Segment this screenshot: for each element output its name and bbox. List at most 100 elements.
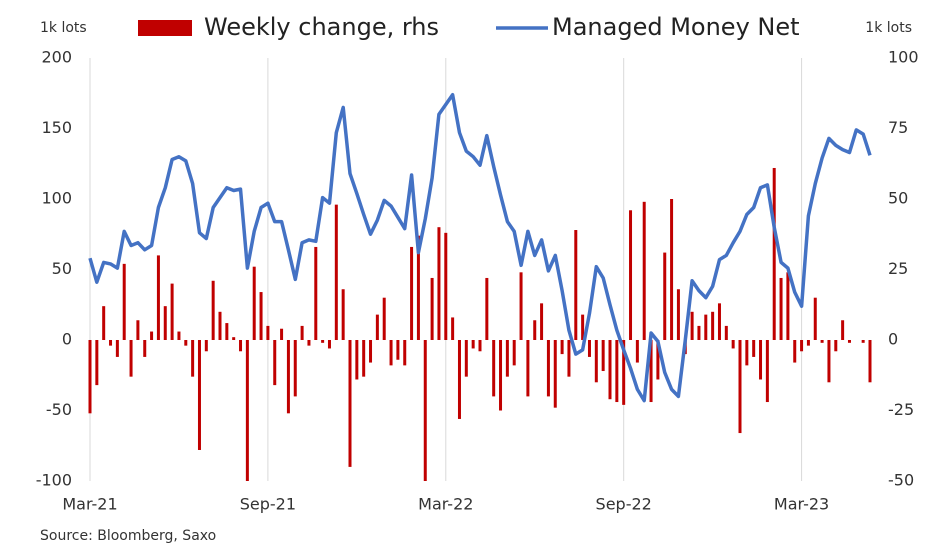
- bar: [670, 199, 674, 340]
- bar: [403, 340, 407, 366]
- bar: [594, 340, 598, 383]
- bar: [109, 340, 113, 346]
- bar: [266, 325, 270, 340]
- bar: [355, 340, 359, 380]
- bar: [163, 306, 167, 340]
- bar: [239, 340, 243, 352]
- bar: [724, 325, 728, 340]
- bar: [574, 230, 578, 340]
- y2-tick-label: 75: [888, 118, 908, 137]
- bar: [649, 340, 653, 403]
- bar: [601, 340, 605, 372]
- bar: [471, 340, 475, 349]
- x-tick-label: Mar-22: [418, 495, 473, 514]
- bar: [629, 210, 633, 340]
- bar: [793, 340, 797, 363]
- bar: [177, 331, 181, 340]
- bar: [430, 277, 434, 340]
- bar: [779, 277, 783, 340]
- legend-label: Managed Money Net: [552, 13, 800, 41]
- bar: [375, 314, 379, 340]
- bar: [533, 320, 537, 340]
- bar: [676, 289, 680, 340]
- bar: [526, 340, 530, 397]
- bar: [334, 204, 338, 340]
- bar: [622, 340, 626, 405]
- bar: [717, 303, 721, 340]
- y-tick-label: -50: [46, 400, 72, 419]
- bar: [293, 340, 297, 397]
- bar: [587, 340, 591, 357]
- y2-tick-label: -25: [888, 400, 914, 419]
- legend-label: Weekly change, rhs: [204, 13, 439, 41]
- legend-swatch: [138, 20, 192, 36]
- source: Source: Bloomberg, Saxo: [40, 528, 216, 544]
- bar: [697, 325, 701, 340]
- y-tick-label: 200: [41, 48, 72, 67]
- y2-tick-label: 50: [888, 189, 908, 208]
- bar: [245, 340, 249, 481]
- bar: [286, 340, 290, 414]
- bar: [731, 340, 735, 349]
- line: [88, 92, 872, 403]
- bar: [129, 340, 133, 377]
- bar: [143, 340, 147, 357]
- bar: [540, 303, 544, 340]
- bar: [410, 246, 414, 340]
- bar: [485, 277, 489, 340]
- bar: [170, 283, 174, 340]
- bar: [396, 340, 400, 360]
- bar: [841, 320, 845, 340]
- y-tick-label: 150: [41, 118, 72, 137]
- bar: [184, 340, 188, 346]
- bar: [752, 340, 756, 357]
- bar: [136, 320, 140, 340]
- bar: [642, 201, 646, 340]
- bar: [444, 232, 448, 340]
- bar: [321, 340, 325, 343]
- bar: [861, 340, 865, 343]
- y2-tick-label: 0: [888, 330, 898, 349]
- bar: [786, 272, 790, 340]
- bar: [437, 227, 441, 340]
- bar: [827, 340, 831, 383]
- bar: [95, 340, 99, 386]
- bar: [834, 340, 838, 352]
- bar: [150, 331, 154, 340]
- x-tick-label: Mar-23: [774, 495, 829, 514]
- bar: [362, 340, 366, 377]
- bar: [191, 340, 195, 377]
- y2-tick-label: 25: [888, 259, 908, 278]
- bar: [327, 340, 331, 349]
- bar: [259, 292, 263, 340]
- bar: [232, 337, 236, 340]
- bar: [499, 340, 503, 411]
- y-tick-label: 50: [52, 259, 72, 278]
- bar: [847, 340, 851, 343]
- bar: [115, 340, 119, 357]
- bar: [505, 340, 509, 377]
- bar: [560, 340, 564, 355]
- bar: [457, 340, 461, 419]
- bar: [512, 340, 516, 366]
- bar: [382, 297, 386, 340]
- bar: [868, 340, 872, 383]
- bar: [102, 306, 106, 340]
- bar: [567, 340, 571, 377]
- bar: [314, 246, 318, 340]
- bar: [492, 340, 496, 397]
- x-tick-label: Sep-22: [596, 495, 652, 514]
- bar: [348, 340, 352, 467]
- bar: [608, 340, 612, 400]
- y2-axis-label: 1k lots: [865, 20, 912, 36]
- bar: [225, 323, 229, 340]
- bar: [772, 167, 776, 340]
- bar: [451, 317, 455, 340]
- bar: [341, 289, 345, 340]
- y2-tick-label: 100: [888, 48, 919, 67]
- bar: [553, 340, 557, 408]
- y-tick-label: -100: [36, 471, 72, 490]
- bar: [423, 340, 427, 481]
- bar: [690, 311, 694, 340]
- bar: [711, 311, 715, 340]
